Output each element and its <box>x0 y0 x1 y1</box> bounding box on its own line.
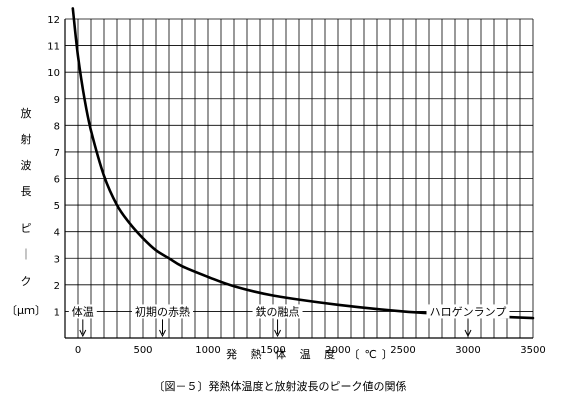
y-label-char: 波 <box>21 159 32 172</box>
y-label-char: 長 <box>21 185 32 198</box>
data-series <box>71 7 535 320</box>
x-tick-labels: 0 500 1000 1500 2000 2500 3000 3500 <box>75 345 546 356</box>
y-label-char: ク <box>21 275 32 288</box>
y-label-char: 〔μｍ〕 <box>6 304 46 317</box>
y-tick-label: 2 <box>54 281 60 292</box>
annotation-arrowhead <box>79 329 87 338</box>
x-tick-label: 0 <box>75 345 81 356</box>
y-label-char: ピ <box>21 222 32 235</box>
x-tick-label: 2500 <box>390 345 415 356</box>
annotation-arrowhead <box>159 329 166 338</box>
annotation-label: 初期の赤熱 <box>135 304 190 318</box>
annotation-label: 鉄の融点 <box>256 304 300 318</box>
x-tick-label: 500 <box>133 345 152 356</box>
y-tick-label: 6 <box>54 175 60 186</box>
annotation-label: ハロゲンランプ <box>430 305 507 318</box>
x-axis-label: 発 熱 体 温 度 〔℃〕 <box>226 347 398 361</box>
x-tick-label: 1500 <box>260 345 285 356</box>
x-tick-label: 3000 <box>455 345 480 356</box>
y-tick-label: 10 <box>47 68 60 79</box>
y-label-char: ｜ <box>21 248 32 261</box>
y-tick-label: 3 <box>54 254 60 265</box>
annotation-arrowhead <box>464 329 472 338</box>
x-tick-label: 1000 <box>195 345 220 356</box>
y-tick-label: 11 <box>47 42 60 53</box>
annotation-arrowhead <box>274 329 281 338</box>
y-label-char: 射 <box>21 132 32 146</box>
axes <box>64 19 533 339</box>
y-tick-label: 4 <box>54 228 60 239</box>
x-tick-label: 2000 <box>325 345 350 356</box>
annotations: 体温 初期の赤熱 鉄の融点 ハロゲンランプ <box>68 304 510 338</box>
series-line <box>71 7 535 320</box>
annotation-bg <box>252 304 303 319</box>
y-tick-label: 5 <box>54 201 60 212</box>
y-tick-label: 12 <box>47 15 60 26</box>
figure-caption: 〔図－５〕発熱体温度と放射波長のピーク値の関係 <box>154 379 407 393</box>
annotation-bg <box>68 304 97 319</box>
annotation-label: 体温 <box>72 304 94 318</box>
annotation-bg <box>132 304 193 319</box>
annotation-bg <box>426 304 510 319</box>
y-tick-label: 8 <box>54 121 60 132</box>
y-tick-label: 1 <box>54 307 60 318</box>
grid-lines <box>64 18 534 338</box>
x-tick-label: 3500 <box>520 345 545 356</box>
y-label-char: 放 <box>21 106 32 120</box>
y-tick-label: 9 <box>54 95 60 106</box>
y-tick-label: 7 <box>54 148 60 159</box>
